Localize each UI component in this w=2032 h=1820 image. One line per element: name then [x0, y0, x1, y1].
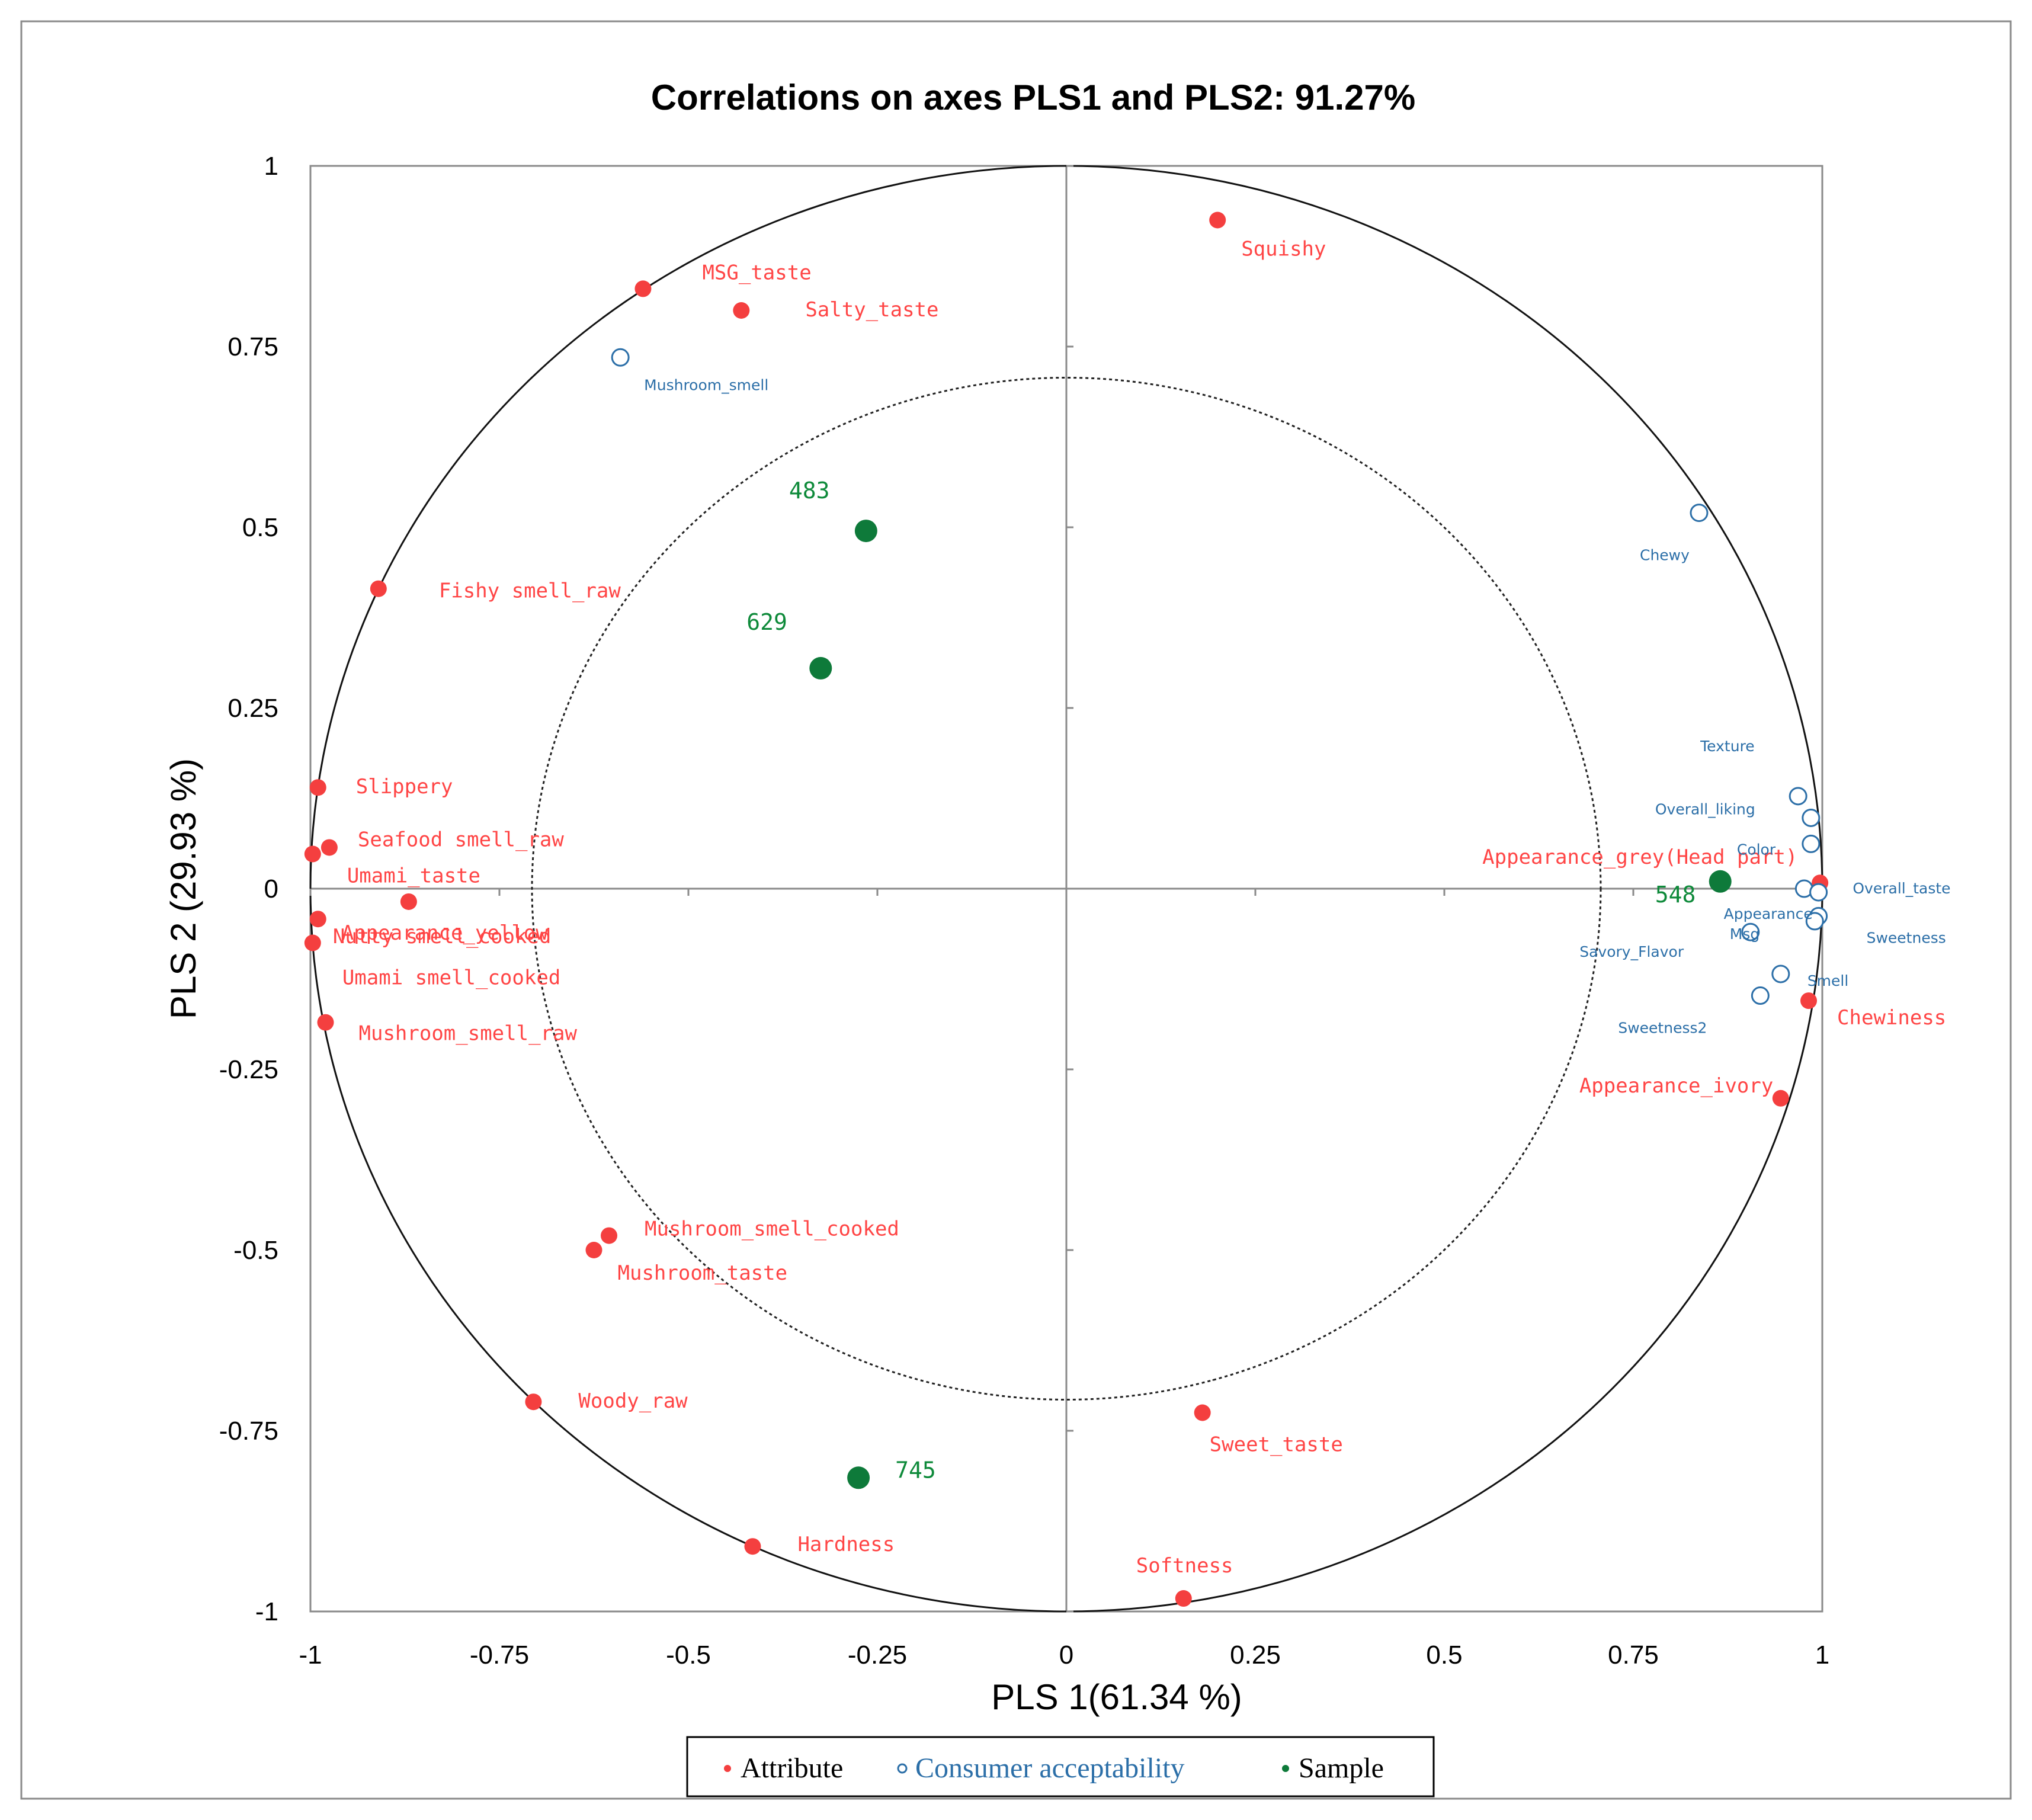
x-tick-label: 0	[1059, 1640, 1073, 1670]
consumer-label-msg: Msg	[1730, 925, 1759, 943]
y-axis-title: PLS 2 (29.93 %)	[164, 758, 203, 1019]
consumer-label-smell: Smell	[1807, 972, 1849, 989]
consumer-label-overall-liking: Overall_liking	[1655, 800, 1755, 818]
attribute-label-appearance-ivory: Appearance_ivory	[1579, 1074, 1774, 1098]
x-tick-label: 0.75	[1608, 1640, 1659, 1670]
y-tick-label: -0.5	[233, 1236, 278, 1265]
attribute-label-umami-smell-cooked: Umami smell_cooked	[342, 966, 560, 990]
consumer-point-sweetness2	[1752, 988, 1768, 1004]
attribute-label-umami-taste: Umami_taste	[347, 864, 480, 887]
attribute-point-umami-smell-cooked	[305, 935, 321, 951]
consumer-label-mushroom-smell: Mushroom_smell	[644, 376, 768, 393]
consumer-point-overall-liking	[1803, 809, 1819, 826]
sample-label-629: 629	[746, 609, 787, 635]
consumer-point-appearance	[1810, 884, 1827, 901]
sample-label-745: 745	[895, 1457, 936, 1483]
legend-sample-marker	[1282, 1765, 1289, 1772]
attribute-point-fishy-smell-raw	[370, 581, 387, 597]
attribute-label-salty-taste: Salty_taste	[805, 298, 938, 322]
attribute-label-appearance-yellow: Appearance_yellow	[342, 921, 549, 945]
consumer-label-color: Color	[1737, 841, 1776, 858]
consumer-label-chewy: Chewy	[1640, 547, 1690, 564]
attribute-label-chewiness: Chewiness	[1837, 1006, 1946, 1030]
attribute-point-salty-taste	[733, 302, 749, 319]
legend-attribute-label: Attribute	[741, 1752, 843, 1784]
consumer-label-sweetness2: Sweetness2	[1618, 1020, 1707, 1037]
attribute-point-nutty-smell-cooked	[400, 893, 417, 910]
consumer-point-mushroom-smell	[612, 349, 629, 366]
legend-consumer-marker	[898, 1764, 906, 1773]
x-axis-title: PLS 1(61.34 %)	[991, 1677, 1242, 1717]
legend-attribute-marker	[724, 1765, 731, 1772]
y-tick-label: 0.25	[227, 694, 278, 723]
y-tick-label: 0.5	[242, 513, 278, 542]
figure-border	[21, 21, 2011, 1799]
attribute-point-sweet-taste	[1194, 1405, 1211, 1421]
y-tick-label: 0	[264, 874, 278, 903]
attribute-point-mushroom-smell-raw	[318, 1014, 334, 1031]
x-tick-label: -0.5	[666, 1640, 711, 1670]
attribute-point-seafood-smell-raw	[321, 839, 338, 855]
x-tick-label: 1	[1815, 1640, 1829, 1670]
consumer-label-savory-flavor: Savory_Flavor	[1579, 943, 1684, 960]
attribute-label-woody-raw: Woody_raw	[578, 1389, 688, 1413]
x-tick-label: -0.25	[848, 1640, 907, 1670]
sample-point-483	[855, 520, 877, 542]
attribute-point-mushroom-taste	[586, 1242, 602, 1258]
attribute-point-mushroom-smell-cooked	[601, 1228, 617, 1244]
y-tick-label: -0.75	[219, 1417, 278, 1446]
attribute-point-umami-taste	[305, 845, 321, 862]
sample-point-629	[809, 657, 832, 680]
attribute-label-softness: Softness	[1136, 1554, 1233, 1578]
attribute-label-sweet-taste: Sweet_taste	[1210, 1433, 1343, 1457]
attribute-label-mushroom-smell-cooked: Mushroom_smell_cooked	[645, 1217, 899, 1241]
sample-label-483: 483	[789, 478, 830, 504]
y-tick-label: 1	[264, 152, 278, 181]
consumer-point-texture	[1790, 788, 1806, 805]
consumer-label-appearance: Appearance	[1724, 905, 1813, 922]
sample-label-548: 548	[1655, 882, 1696, 908]
attribute-label-fishy-smell-raw: Fishy smell_raw	[439, 579, 621, 603]
legend-sample-label: Sample	[1299, 1752, 1384, 1784]
attribute-label-seafood-smell-raw: Seafood smell_raw	[358, 828, 565, 851]
consumer-point-chewy	[1691, 505, 1707, 521]
attribute-label-mushroom-smell-raw: Mushroom_smell_raw	[359, 1022, 578, 1046]
legend-consumer-label: Consumer acceptability	[915, 1752, 1185, 1784]
x-tick-label: 0.25	[1230, 1640, 1281, 1670]
y-tick-label: -1	[255, 1597, 278, 1626]
attribute-label-hardness: Hardness	[797, 1533, 895, 1556]
attribute-point-msg-taste	[634, 280, 651, 297]
pls-correlation-chart: Correlations on axes PLS1 and PLS2: 91.2…	[0, 0, 2032, 1820]
sample-point-745	[847, 1466, 870, 1489]
attribute-point-hardness	[744, 1538, 761, 1555]
y-tick-label: 0.75	[227, 332, 278, 361]
attribute-point-chewiness	[1800, 992, 1817, 1009]
attribute-point-appearance-ivory	[1773, 1090, 1789, 1107]
consumer-label-overall-taste: Overall_taste	[1852, 880, 1950, 897]
x-tick-label: -0.75	[470, 1640, 529, 1670]
x-tick-label: -1	[299, 1640, 322, 1670]
attribute-label-mushroom-taste: Mushroom_taste	[618, 1261, 788, 1285]
consumer-point-color	[1803, 835, 1819, 852]
attribute-point-slippery	[310, 779, 326, 796]
consumer-point-smell	[1773, 966, 1789, 982]
consumer-label-sweetness: Sweetness	[1867, 929, 1946, 946]
chart-title: Correlations on axes PLS1 and PLS2: 91.2…	[651, 78, 1415, 117]
consumer-label-texture: Texture	[1700, 738, 1755, 755]
legend: Attribute Consumer acceptability Sample	[687, 1737, 1434, 1796]
attribute-point-appearance-yellow	[310, 911, 326, 927]
attribute-label-squishy: Squishy	[1241, 238, 1326, 261]
x-tick-label: 0.5	[1426, 1640, 1462, 1670]
attribute-point-woody-raw	[525, 1393, 541, 1410]
y-tick-label: -0.25	[219, 1055, 278, 1084]
attribute-label-slippery: Slippery	[356, 775, 453, 799]
attribute-label-msg-taste: MSG_taste	[702, 261, 811, 284]
attribute-point-softness	[1175, 1590, 1192, 1607]
sample-point-548	[1709, 870, 1732, 893]
attribute-point-squishy	[1209, 212, 1226, 229]
